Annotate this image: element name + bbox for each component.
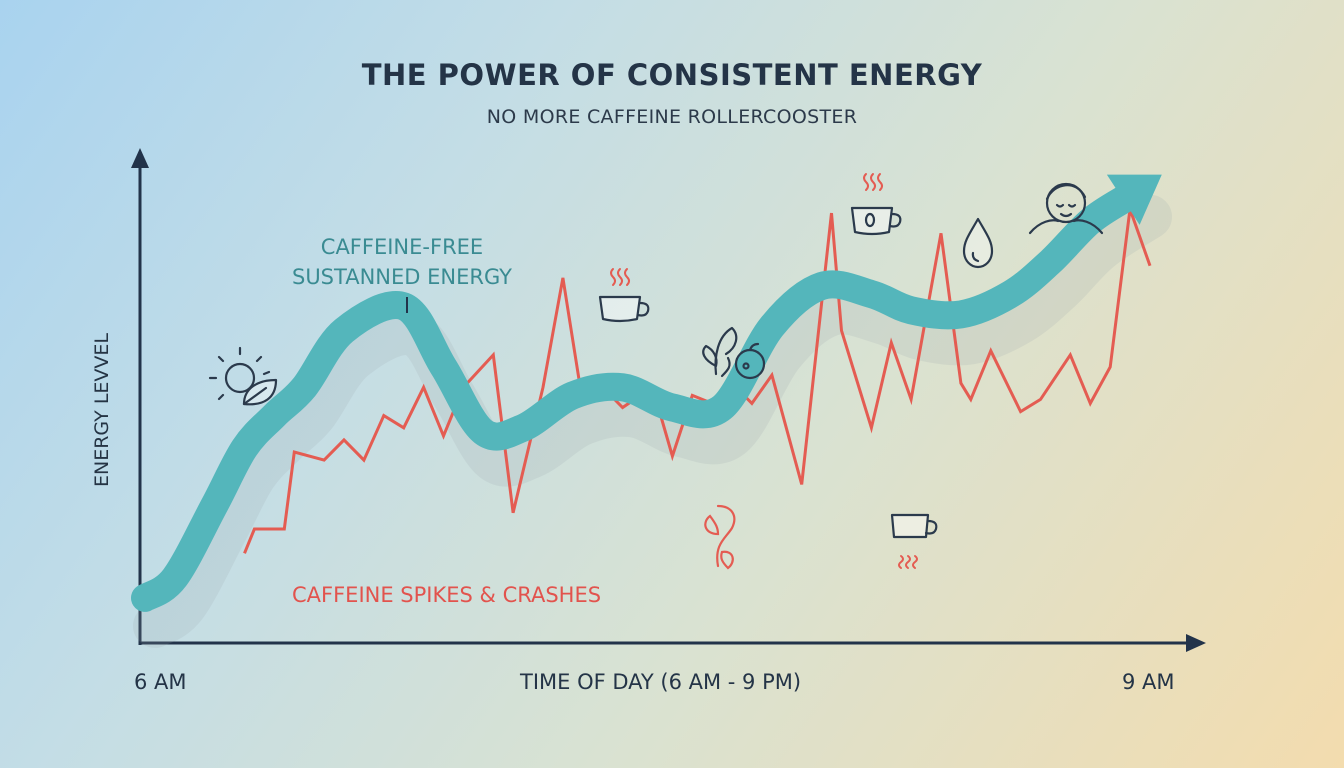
series-label-caffeine: CAFFEINE SPIKES & CRASHES (292, 583, 602, 607)
series-label-sustained: CAFFEINE-FREE SUSTANNED ENERGY (262, 232, 542, 292)
series-label-sustained-line-2: SUSTANNED ENERGY (291, 265, 513, 289)
caffeine-series-line (243, 208, 1152, 554)
x-tick-label-start: 6 AM (134, 670, 187, 694)
x-axis-label: TIME OF DAY (6 AM - 9 PM) (520, 670, 802, 694)
chart-subtitle: NO MORE CAFFEINE ROLLERCOOSTER (486, 106, 858, 128)
y-axis-arrowhead (131, 148, 149, 168)
steam-icon (610, 268, 630, 286)
plant-sprout-icon (704, 504, 736, 570)
x-axis-arrowhead (1186, 634, 1206, 652)
sustained-series-line (131, 183, 1141, 612)
coffee-cup-icon (598, 295, 650, 323)
coffee-cup-icon (850, 206, 902, 236)
sun-leaf-icon (208, 346, 278, 406)
y-axis-label: ENERGY LEVVEL (91, 332, 113, 488)
sustained-arrowhead (1106, 174, 1162, 225)
tipped-cup-icon (890, 513, 938, 539)
steam-icon (898, 555, 918, 569)
series-label-sustained-line-1: CAFFEINE-FREE (320, 235, 484, 259)
fruit-leaf-icon (702, 326, 766, 380)
calm-face-icon (1028, 182, 1104, 235)
x-tick-label-end: 9 AM (1122, 670, 1175, 694)
water-drop-icon (962, 217, 994, 269)
sustained-band-shadow (133, 194, 1172, 648)
steam-icon (863, 173, 883, 191)
chart-title: THE POWER OF CONSISTENT ENERGY (361, 58, 983, 92)
